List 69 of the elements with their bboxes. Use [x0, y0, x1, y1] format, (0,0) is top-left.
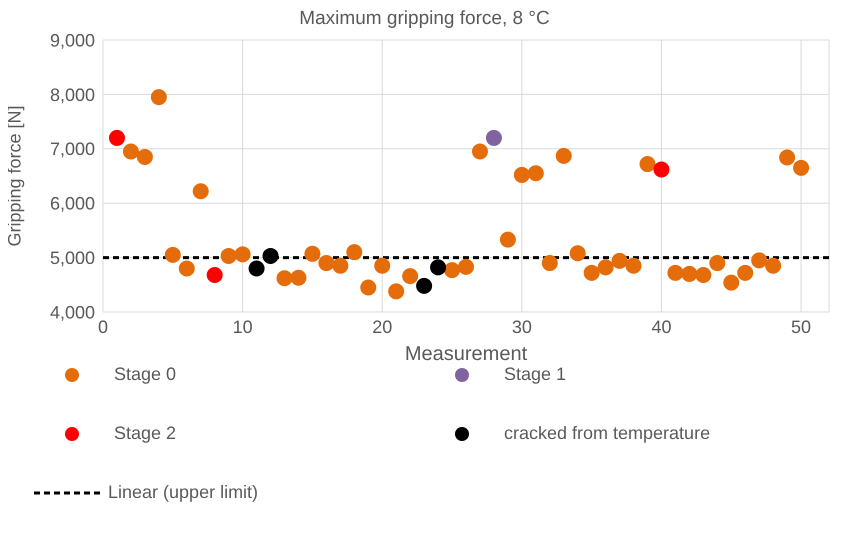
point	[709, 255, 726, 272]
point	[346, 244, 362, 260]
point	[248, 260, 265, 276]
legend-label: Stage 1	[504, 364, 566, 385]
point	[178, 260, 195, 276]
point	[486, 130, 502, 146]
point	[402, 268, 418, 284]
point	[751, 252, 768, 268]
point	[122, 144, 139, 160]
y-tick-label: 4,000	[50, 302, 95, 322]
point	[500, 232, 516, 248]
point	[640, 156, 656, 172]
point	[262, 248, 279, 264]
point	[304, 246, 320, 262]
y-tick-label: 9,000	[50, 30, 95, 50]
legend-label: cracked from temperature	[504, 423, 710, 444]
point	[206, 267, 223, 284]
point	[318, 255, 334, 272]
point	[290, 270, 306, 286]
point	[793, 160, 810, 176]
point	[598, 259, 614, 276]
point	[723, 274, 740, 291]
x-tick-label: 0	[98, 316, 108, 337]
point	[514, 166, 530, 183]
legend-label: Linear (upper limit)	[108, 482, 258, 503]
point	[150, 89, 167, 106]
point	[360, 280, 376, 296]
y-tick-label: 5,000	[50, 248, 95, 268]
point	[584, 264, 600, 281]
point	[626, 258, 642, 274]
point	[444, 262, 460, 278]
point	[528, 165, 544, 182]
point	[570, 245, 586, 262]
point	[667, 264, 684, 281]
point	[695, 267, 712, 284]
point	[458, 258, 474, 275]
x-tick-label: 30	[512, 316, 532, 337]
point	[374, 258, 390, 274]
point	[136, 148, 153, 165]
point	[276, 270, 292, 286]
chart-title: Maximum gripping force, 8 °C	[299, 8, 550, 29]
point	[737, 264, 754, 281]
point	[164, 246, 181, 263]
y-tick-label: 6,000	[50, 194, 95, 214]
point	[542, 255, 558, 272]
point	[472, 144, 488, 160]
point	[234, 246, 251, 262]
point	[388, 283, 404, 300]
legend-label: Stage 0	[114, 364, 176, 385]
x-tick-label: 10	[232, 316, 253, 337]
y-tick-label: 7,000	[50, 139, 95, 160]
x-tick-label: 40	[651, 316, 672, 337]
point	[681, 266, 698, 282]
point	[332, 258, 348, 274]
legend-label: Stage 2	[114, 423, 176, 444]
point	[430, 259, 446, 276]
x-tick-label: 50	[791, 316, 812, 337]
point	[192, 183, 209, 200]
x-tick-label: 20	[372, 316, 392, 337]
point	[612, 252, 628, 269]
point	[108, 130, 125, 146]
point	[653, 161, 670, 178]
point	[765, 258, 782, 274]
point	[416, 278, 432, 294]
point	[220, 248, 237, 264]
point	[556, 148, 572, 164]
point	[779, 150, 796, 166]
x-axis-title: Measurement	[404, 343, 528, 365]
y-tick-label: 8,000	[50, 84, 95, 105]
